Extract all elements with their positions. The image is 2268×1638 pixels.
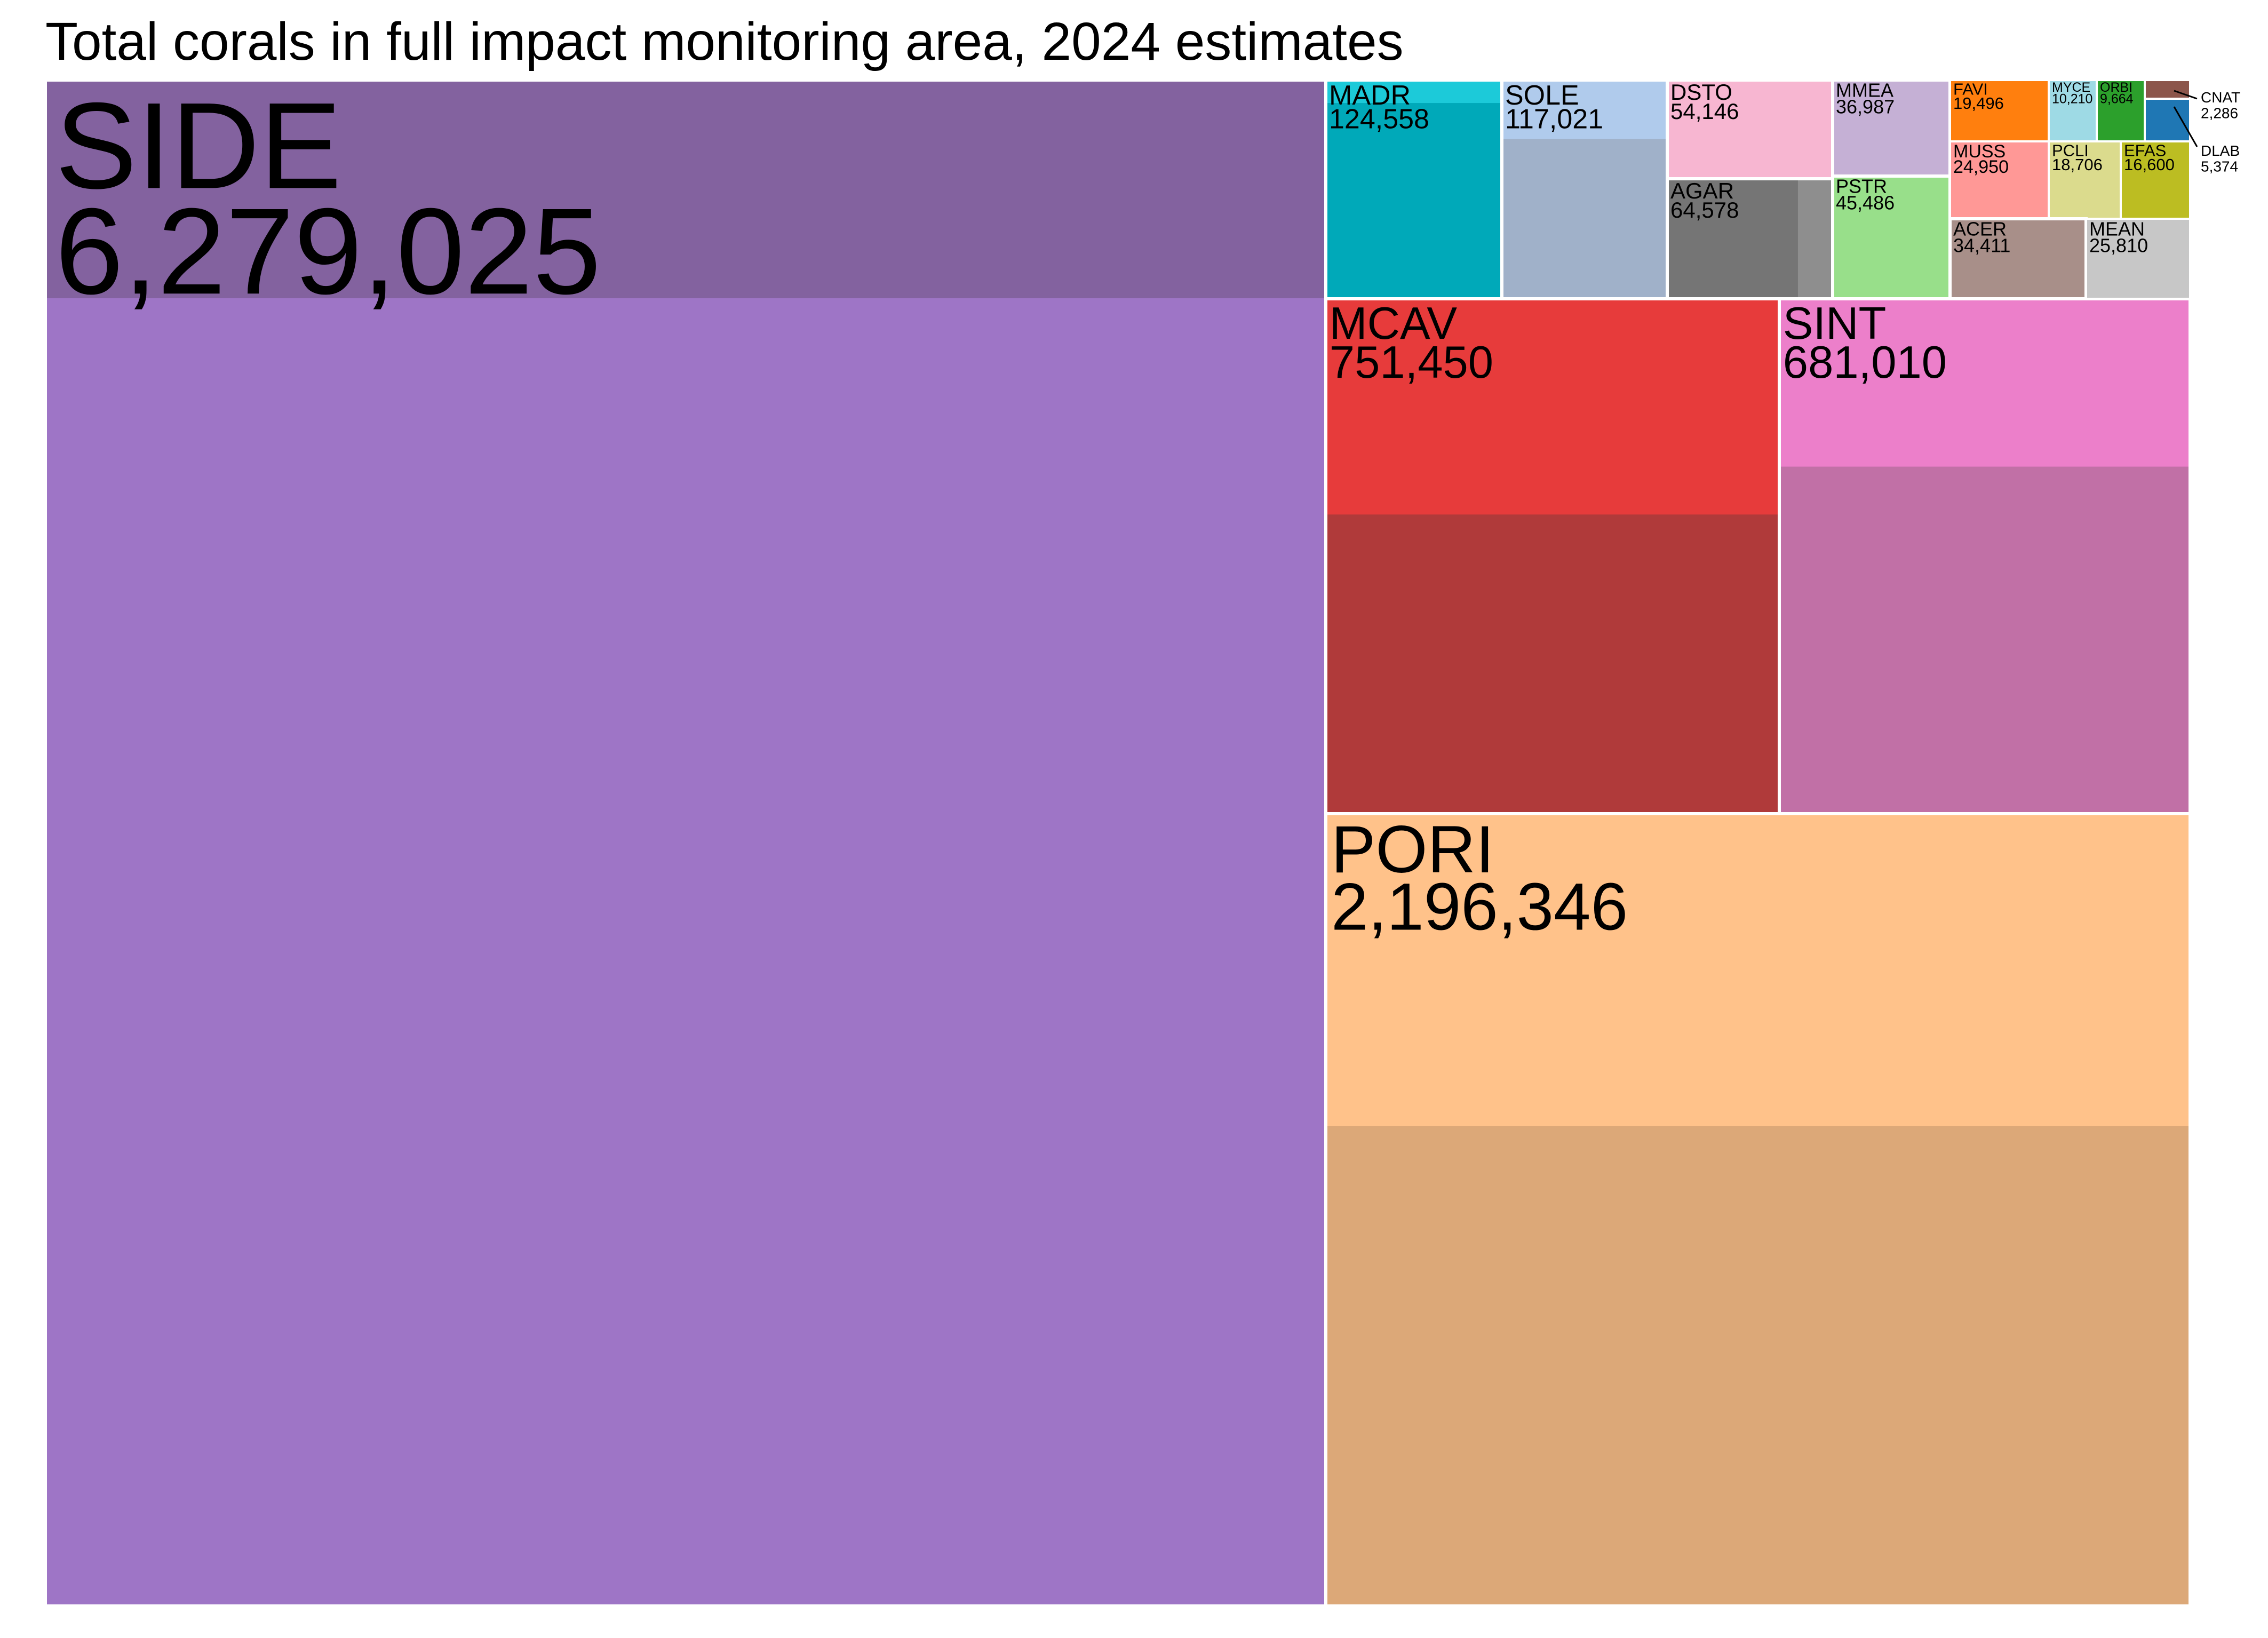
cell-fill-favi [1950, 80, 2049, 141]
cell-value-mmea: 36,987 [1836, 96, 1895, 118]
cell-fill-madr [1326, 80, 1502, 299]
cell-band-side [45, 80, 1326, 298]
cell-fill-acer [1950, 219, 2086, 299]
callout-value-cnat: 2,286 [2201, 105, 2238, 121]
cell-fill-efas [2121, 141, 2190, 219]
cell-band-mcav [1326, 514, 1779, 814]
treemap-cell-cnat [2144, 79, 2191, 100]
cell-value-mcav: 751,450 [1330, 337, 1493, 388]
callout-value-dlab: 5,374 [2201, 158, 2238, 174]
cell-code-pstr: PSTR [1836, 176, 1887, 197]
cell-value-muss: 24,950 [1953, 157, 2009, 177]
callout-code-dlab: DLAB [2201, 142, 2240, 159]
callout-code-cnat: CNAT [2201, 89, 2240, 106]
cell-code-mcav: MCAV [1330, 298, 1458, 349]
cell-fill-pstr [1833, 176, 1950, 299]
cell-value-agar: 64,578 [1670, 197, 1739, 222]
cell-value-orbi: 9,664 [2100, 92, 2134, 107]
cell-code-mmea: MMEA [1836, 79, 1893, 101]
cell-value-pstr: 45,486 [1836, 192, 1895, 214]
cell-value-pori: 2,196,346 [1331, 870, 1628, 944]
cell-fill-muss [1950, 141, 2049, 219]
cell-code-pori: PORI [1331, 813, 1494, 887]
cell-value-side: 6,279,025 [55, 182, 601, 320]
treemap-cell-dlab [2144, 98, 2191, 142]
cell-fill-mmea [1833, 80, 1950, 176]
chart-title: Total corals in full impact monitoring a… [45, 12, 1404, 71]
cell-code-muss: MUSS [1953, 141, 2006, 162]
cell-value-sint: 681,010 [1783, 337, 1947, 388]
cell-fill-cnat [2145, 80, 2190, 99]
cell-fill-mean [2086, 219, 2190, 299]
cell-value-madr: 124,558 [1329, 104, 1429, 134]
cell-value-mean: 25,810 [2089, 235, 2148, 257]
cell-code-madr: MADR [1329, 80, 1411, 111]
cell-band-agar [1797, 179, 1833, 299]
cell-band-madr [1326, 80, 1502, 104]
callout-line-cnat [2174, 90, 2198, 100]
cell-code-myce: MYCE [2052, 80, 2090, 95]
cell-code-acer: ACER [1953, 218, 2007, 240]
cell-value-acer: 34,411 [1953, 235, 2010, 257]
cell-code-pcli: PCLI [2052, 141, 2089, 160]
cell-code-sole: SOLE [1505, 80, 1579, 111]
cell-code-favi: FAVI [1953, 79, 1988, 98]
cell-code-orbi: ORBI [2100, 80, 2132, 95]
cell-fill-dsto [1667, 80, 1833, 179]
cell-code-efas: EFAS [2124, 141, 2166, 160]
cell-code-agar: AGAR [1670, 178, 1734, 203]
cell-fill-side [45, 80, 1326, 1606]
cell-band-sole [1502, 80, 1667, 139]
cell-border-mean [2085, 218, 2191, 300]
cell-fill-pcli [2049, 141, 2121, 219]
cell-band-pori [1326, 1126, 2190, 1606]
cell-value-favi: 19,496 [1953, 94, 2004, 113]
cell-value-pcli: 18,706 [2052, 155, 2103, 174]
cell-value-efas: 16,600 [2124, 155, 2175, 174]
cell-value-myce: 10,210 [2052, 92, 2092, 107]
cell-border-dlab [2144, 98, 2191, 142]
cell-code-mean: MEAN [2089, 218, 2145, 240]
cell-value-dsto: 54,146 [1670, 99, 1739, 124]
cell-code-side: SIDE [55, 77, 341, 214]
cell-value-sole: 117,021 [1505, 104, 1603, 134]
cell-fill-myce [2049, 80, 2097, 141]
cell-fill-dlab [2145, 99, 2190, 141]
cell-fill-orbi [2097, 80, 2145, 141]
cell-code-dsto: DSTO [1670, 79, 1732, 105]
cell-band-sint [1779, 466, 2190, 814]
cell-code-sint: SINT [1783, 298, 1887, 349]
callout-line-dlab [2173, 106, 2198, 147]
